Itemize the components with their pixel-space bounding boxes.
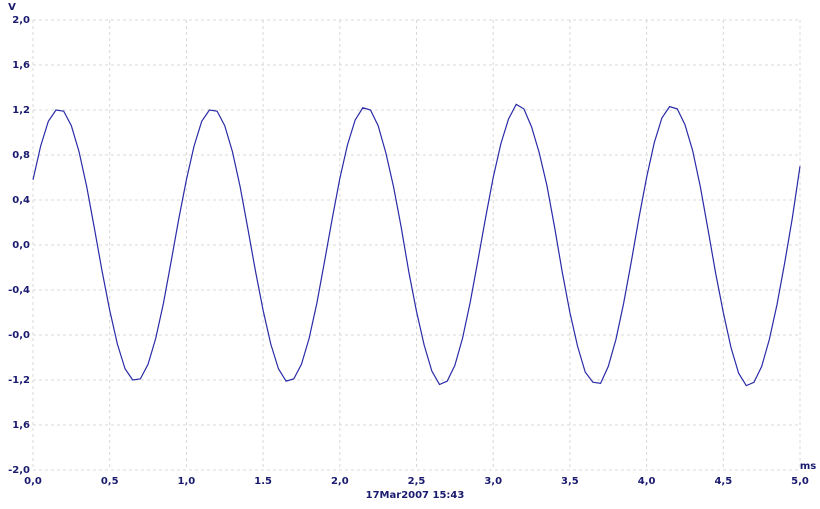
x-axis-label: ms: [800, 461, 816, 472]
x-tick-label: 3,5: [561, 476, 579, 487]
y-tick-label: 0,4: [12, 195, 30, 206]
y-tick-label: 1,6: [12, 60, 30, 71]
timestamp: 17Mar2007 15:43: [366, 490, 465, 501]
x-tick-label: 0,0: [24, 476, 42, 487]
x-tick-label: 0,5: [101, 476, 119, 487]
y-tick-label: 1,6: [12, 420, 30, 431]
y-tick-label: -0,0: [8, 330, 30, 341]
y-tick-label: 0,0: [12, 240, 30, 251]
y-tick-label: -2,0: [8, 465, 30, 476]
y-tick-label: 0,8: [12, 150, 30, 161]
x-tick-label: 5,0: [791, 476, 809, 487]
x-tick-label: 4,5: [714, 476, 732, 487]
signal-line: [32, 103, 801, 387]
x-tick-label: 2,5: [408, 476, 426, 487]
y-axis-label: V: [8, 2, 16, 13]
x-tick-label: 1,0: [178, 476, 196, 487]
x-tick-label: 3,0: [484, 476, 502, 487]
x-tick-label: 1.5: [254, 476, 272, 487]
x-tick-label: 2,0: [331, 476, 349, 487]
y-tick-label: 2,0: [12, 15, 30, 26]
y-tick-label: -1,2: [8, 375, 30, 386]
y-tick-label: -0,4: [8, 285, 30, 296]
x-tick-label: 4,0: [638, 476, 656, 487]
y-tick-label: 1,2: [12, 105, 30, 116]
